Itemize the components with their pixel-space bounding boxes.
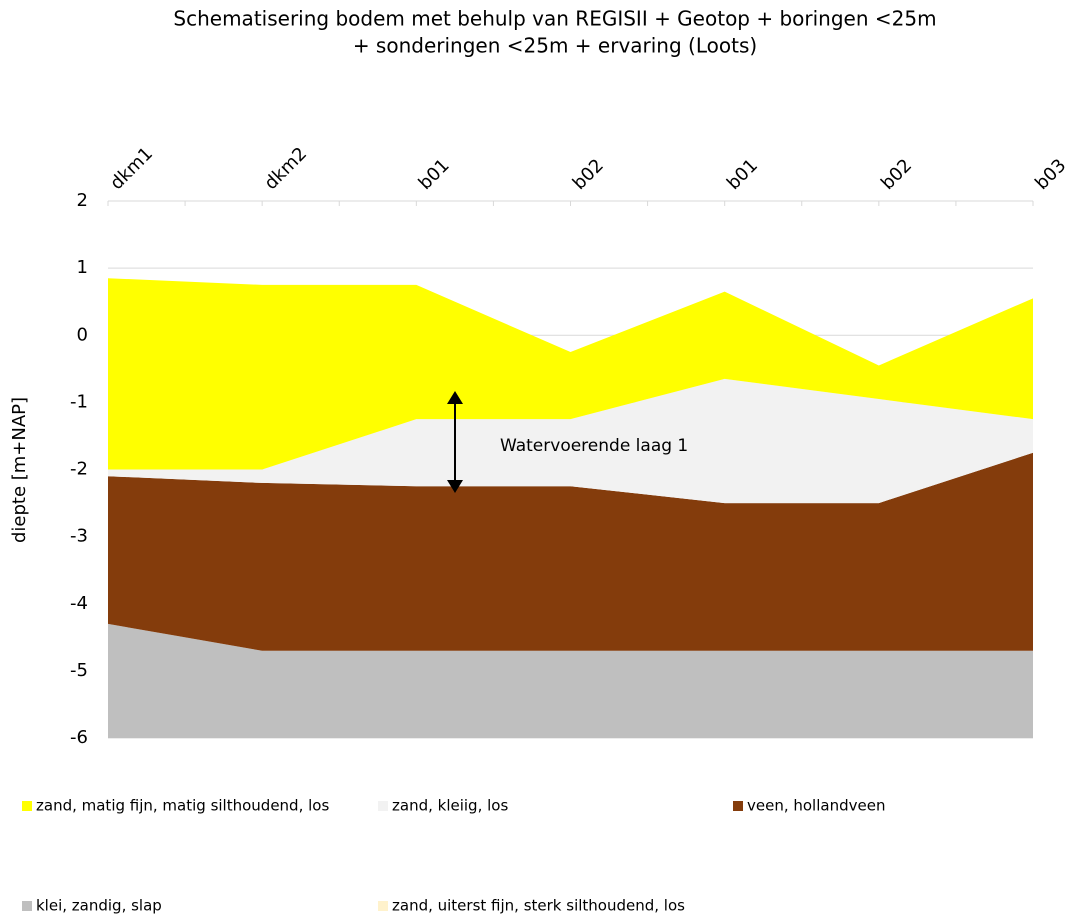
y-tick-label: -4 bbox=[70, 593, 88, 614]
x-tick-label: b01 bbox=[415, 155, 454, 194]
legend-label: klei, zandig, slap bbox=[36, 897, 162, 915]
y-tick-label: -1 bbox=[70, 391, 88, 412]
y-tick-label: -2 bbox=[70, 459, 88, 480]
x-tick-label: b03 bbox=[1031, 155, 1069, 194]
legend-swatch bbox=[22, 801, 32, 811]
legend-swatch bbox=[22, 901, 32, 911]
x-tick-label: b01 bbox=[723, 155, 762, 194]
legend-swatch bbox=[378, 901, 388, 911]
overlay: Watervoerende laag 1 bbox=[447, 391, 688, 493]
y-tick-label: 2 bbox=[77, 190, 88, 211]
legend-swatch bbox=[733, 801, 743, 811]
legend-label: zand, matig fijn, matig silthoudend, los bbox=[36, 797, 329, 815]
area bbox=[108, 278, 1033, 470]
legend-label: veen, hollandveen bbox=[747, 797, 885, 815]
x-tick-label: b02 bbox=[569, 155, 608, 194]
x-tick-label: dkm2 bbox=[260, 143, 311, 194]
chart-title: + sonderingen <25m + ervaring (Loots) bbox=[353, 34, 757, 58]
legend-label: zand, kleiig, los bbox=[392, 797, 508, 815]
plot-area bbox=[108, 200, 1033, 739]
x-tick-label: dkm1 bbox=[106, 143, 157, 194]
legend-label: zand, uiterst fijn, sterk silthoudend, l… bbox=[392, 897, 685, 915]
annotation: Watervoerende laag 1 bbox=[500, 436, 688, 456]
legend-swatch bbox=[378, 801, 388, 811]
y-tick-label: 0 bbox=[77, 324, 88, 345]
area bbox=[108, 452, 1033, 651]
y-tick-label: -5 bbox=[70, 660, 88, 681]
y-tick-label: -3 bbox=[70, 526, 88, 547]
y-axis-label: diepte [m+NAP] bbox=[9, 397, 30, 543]
y-tick-label: 1 bbox=[77, 257, 88, 278]
area bbox=[108, 623, 1033, 738]
area bbox=[108, 378, 1033, 504]
x-tick-label: b02 bbox=[877, 155, 916, 194]
chart-title: Schematisering bodem met behulp van REGI… bbox=[173, 7, 936, 31]
y-tick-label: -6 bbox=[70, 727, 88, 748]
